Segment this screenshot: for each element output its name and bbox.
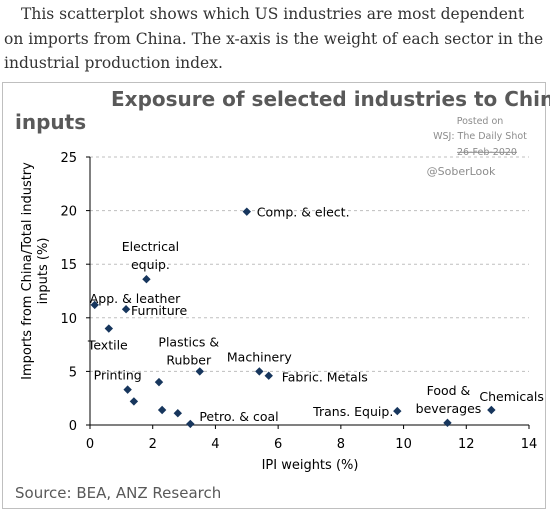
y-tick-label: 15 bbox=[60, 258, 77, 273]
point-label: Machinery bbox=[227, 349, 292, 364]
point-label: Furniture bbox=[131, 303, 187, 318]
chart-frame bbox=[2, 82, 546, 509]
scatter-point bbox=[90, 300, 99, 310]
point-labels: Comp. & elect. Electrical equip. App. & lea… bbox=[87, 205, 544, 424]
scatter-point bbox=[154, 377, 164, 387]
point-label: Trans. Equip. bbox=[312, 404, 393, 419]
chart-title-line1: Exposure of selected industries to China bbox=[111, 87, 550, 111]
posted-note-line1: Posted on bbox=[457, 116, 504, 127]
x-tick-label: 4 bbox=[211, 437, 219, 452]
posted-note-line3: 26-Feb-2020 bbox=[457, 147, 517, 158]
scatter-point bbox=[142, 275, 151, 284]
y-tick-label: 20 bbox=[60, 205, 77, 220]
chart-title-line2: inputs bbox=[15, 110, 86, 134]
x-axis-label: IPI weights (%) bbox=[262, 458, 359, 473]
x-tick-label: 8 bbox=[337, 437, 345, 452]
scatter-point bbox=[157, 405, 167, 415]
x-tick-label: 6 bbox=[274, 437, 282, 452]
y-tick-label: 0 bbox=[69, 419, 77, 434]
x-tick-label: 14 bbox=[521, 437, 538, 452]
data-points bbox=[90, 207, 496, 429]
y-axis-label-line2: inputs (%) bbox=[36, 238, 51, 305]
y-tick-label: 10 bbox=[60, 312, 77, 327]
scatter-point bbox=[121, 305, 131, 314]
scatter-point bbox=[173, 409, 182, 418]
scatter-point bbox=[186, 419, 195, 429]
axes bbox=[86, 156, 530, 429]
scatter-point bbox=[393, 406, 402, 416]
x-tick-label: 10 bbox=[395, 437, 412, 452]
source-note: Source: BEA, ANZ Research bbox=[15, 484, 221, 502]
scatter-point bbox=[255, 367, 264, 376]
point-label: App. & leather bbox=[90, 291, 181, 306]
scatter-point bbox=[104, 324, 114, 333]
tick-labels: 0 5 10 15 20 25 0 2 4 6 8 10 12 14 bbox=[60, 151, 537, 452]
point-label: Comp. & elect. bbox=[257, 205, 350, 220]
y-axis-label-line1: Imports from China/Total industry bbox=[20, 162, 35, 380]
point-label: Electrical equip. bbox=[122, 239, 179, 272]
y-tick-label: 25 bbox=[60, 151, 77, 166]
point-label: Printing bbox=[94, 368, 142, 383]
x-tick-label: 0 bbox=[86, 437, 94, 452]
intro-paragraph: This scatterplot shows which US industri… bbox=[4, 5, 544, 72]
scatter-point bbox=[242, 207, 251, 216]
scatter-point bbox=[129, 397, 139, 406]
scatter-point bbox=[264, 371, 273, 380]
y-tick-label: 5 bbox=[69, 365, 77, 380]
point-label: Plastics & Rubber bbox=[158, 334, 219, 367]
scatter-point bbox=[195, 367, 204, 376]
watermark-text: @SoberLook bbox=[427, 165, 496, 178]
gridlines bbox=[90, 156, 529, 372]
point-label: Food & beverages bbox=[416, 383, 482, 416]
scatter-point bbox=[487, 405, 496, 415]
point-label: Fabric. Metals bbox=[282, 370, 368, 385]
x-tick-label: 2 bbox=[149, 437, 157, 452]
x-tick-label: 12 bbox=[458, 437, 475, 452]
point-label: Chemicals bbox=[479, 389, 544, 404]
scatter-point bbox=[443, 418, 452, 428]
point-label: Textile bbox=[87, 338, 128, 353]
point-label: Petro. & coal bbox=[199, 409, 278, 424]
posted-note-line2: WSJ: The Daily Shot bbox=[433, 131, 527, 142]
scatter-point bbox=[123, 385, 132, 394]
